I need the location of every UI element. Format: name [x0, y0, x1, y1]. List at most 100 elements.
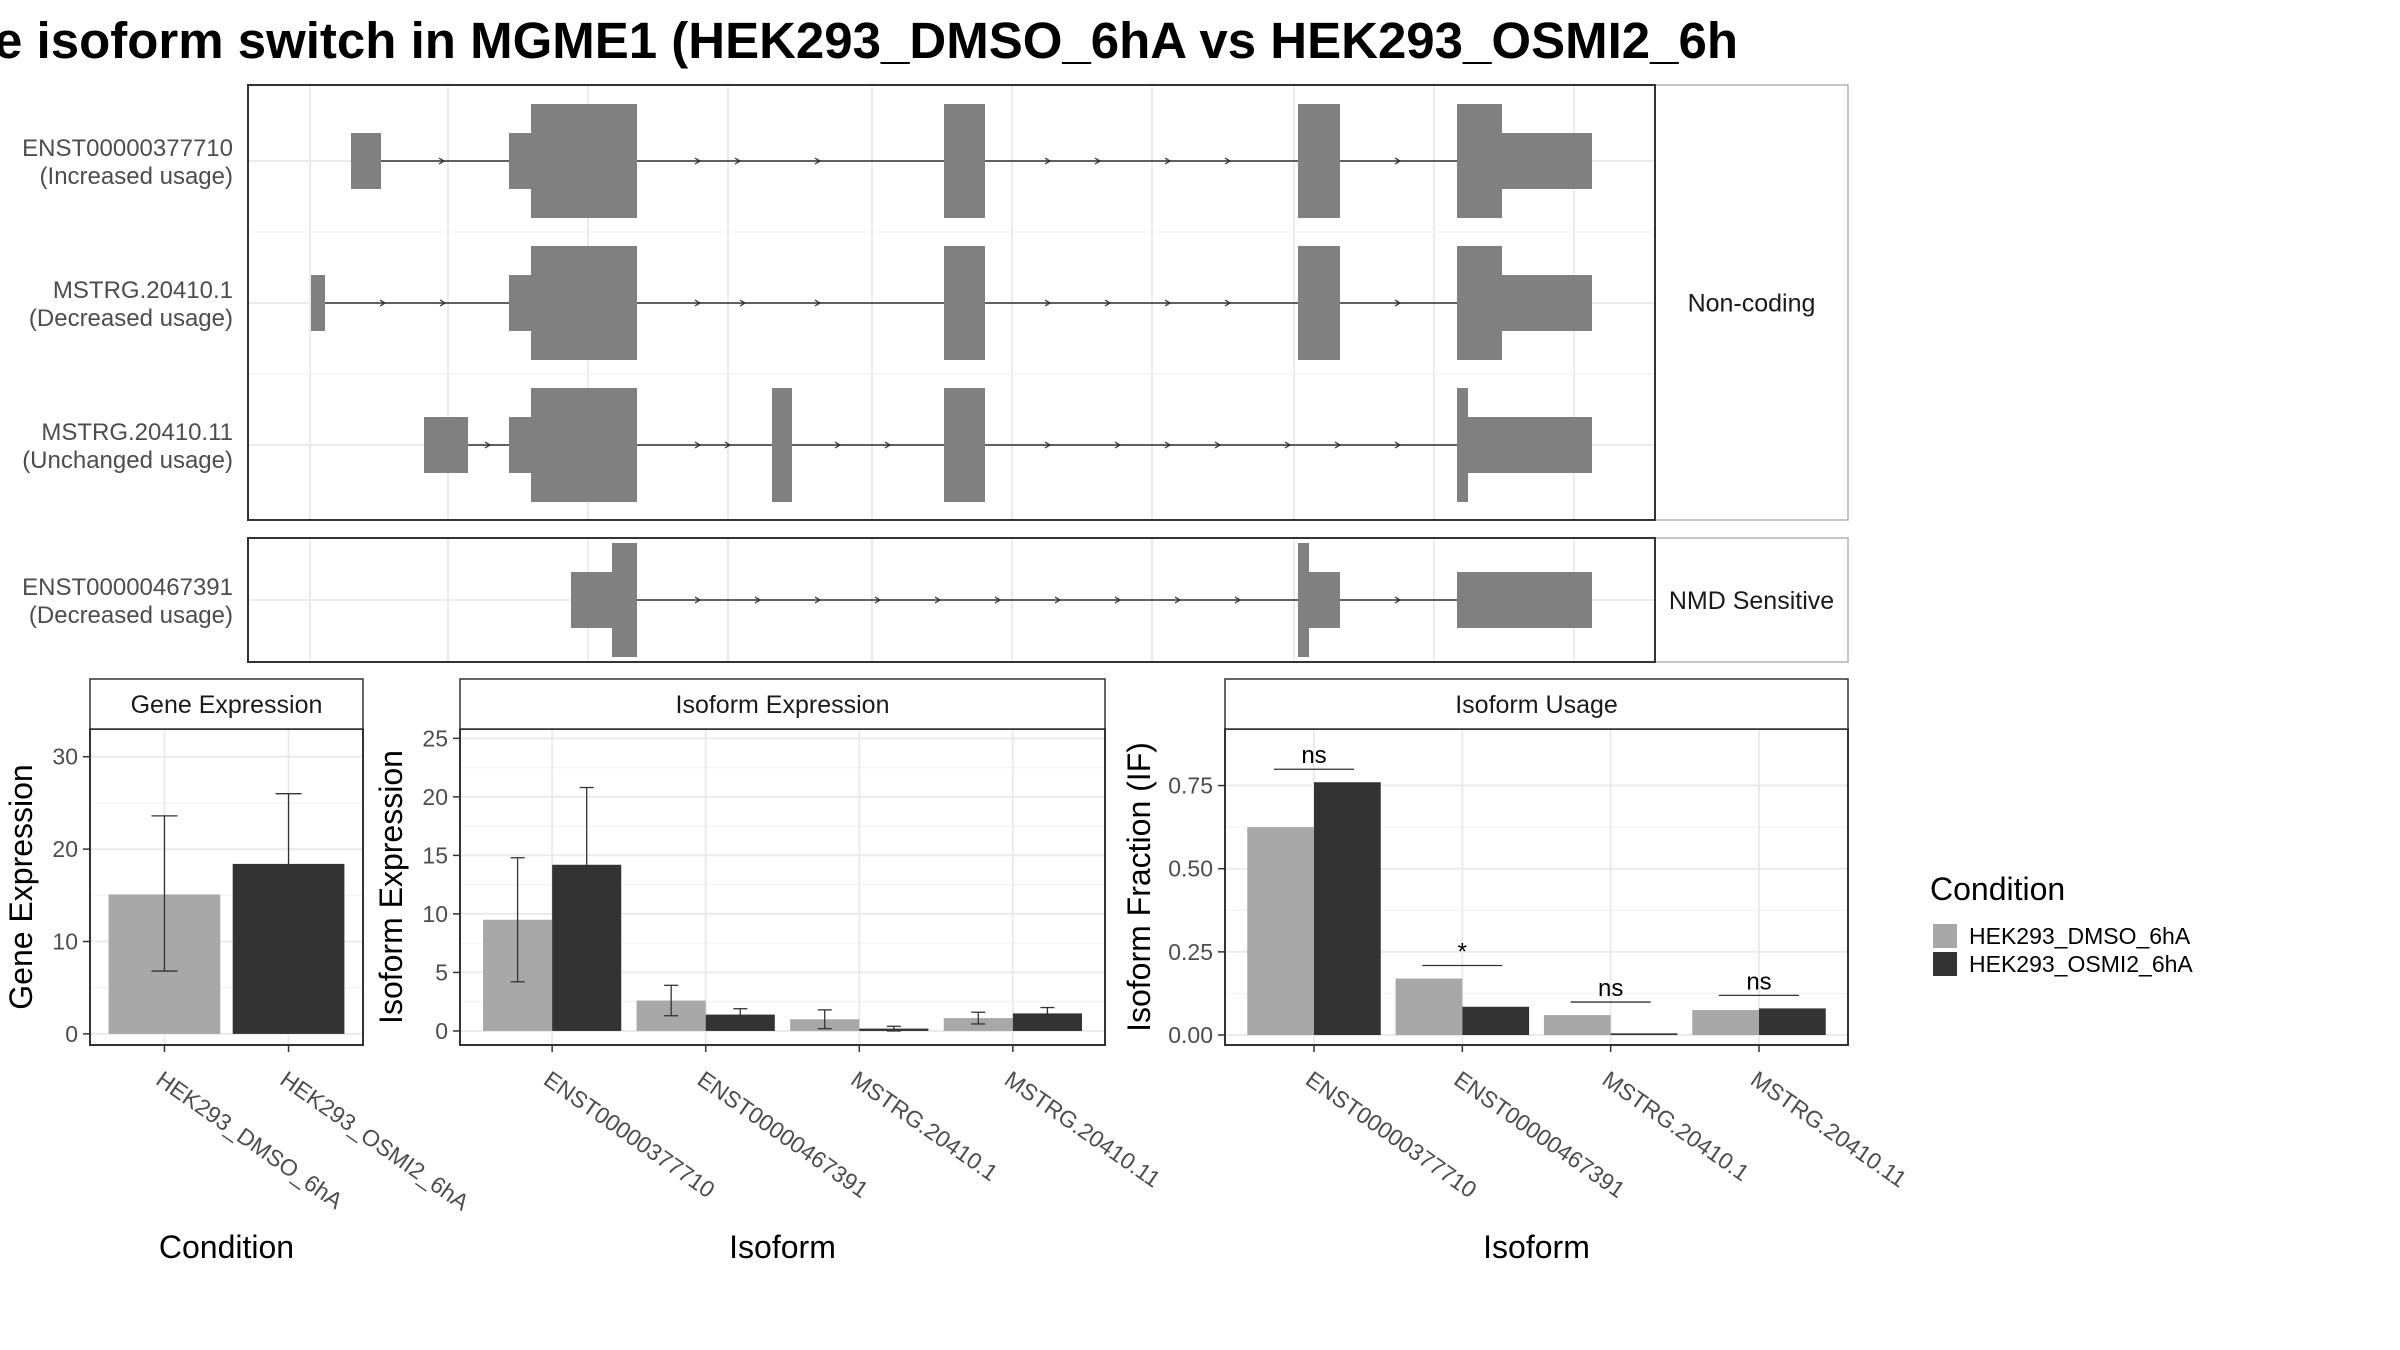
exon-block [1457, 572, 1592, 628]
intron-arrow [1224, 157, 1232, 165]
intron-arrow [694, 596, 702, 604]
transcript-name-label: ENST00000467391 [22, 574, 233, 601]
x-axis-title: Isoform [729, 1229, 836, 1265]
intron-arrow [1164, 157, 1172, 165]
intron-arrow [439, 299, 447, 307]
y-tick-label: 10 [52, 929, 78, 955]
x-tick-label: MSTRG.20410.1 [846, 1066, 1002, 1186]
panel-strip [1224, 678, 1849, 730]
intron-arrow [1334, 441, 1342, 449]
intron-arrow [1394, 157, 1402, 165]
y-tick-label: 0 [65, 1021, 78, 1047]
y-tick-label: 25 [422, 725, 448, 751]
group-strip-label: Non-coding [1688, 290, 1816, 318]
intron-arrow [1114, 596, 1122, 604]
exon-block [1457, 388, 1468, 502]
intron-arrow [1224, 299, 1232, 307]
transcript-2: MSTRG.20410.1(Decreased usage) [29, 246, 1592, 360]
exon-block [509, 275, 531, 331]
panel-strip [459, 678, 1106, 730]
exon-block [1502, 275, 1592, 331]
intron-arrow [734, 157, 742, 165]
significance-label: ns [1746, 968, 1771, 995]
exon-block [1457, 104, 1502, 218]
group-strip [1654, 537, 1849, 663]
exon-block [531, 246, 637, 360]
exon-block [571, 572, 612, 628]
exon-block [772, 388, 792, 502]
transcript-name-label: ENST00000377710 [22, 135, 233, 162]
exon-block [944, 388, 985, 502]
intron-arrow [739, 299, 747, 307]
intron-arrow [1114, 441, 1122, 449]
exon-block [1298, 104, 1340, 218]
intron-arrow [884, 441, 892, 449]
y-tick-label: 0.25 [1168, 939, 1213, 965]
transcript-status-label: (Unchanged usage) [22, 447, 233, 474]
significance-label: * [1458, 938, 1467, 965]
figure-title: e isoform switch in MGME1 (HEK293_DMSO_6… [0, 12, 1738, 69]
bar [1692, 1010, 1759, 1036]
y-tick-label: 0.50 [1168, 856, 1213, 882]
exon-block [1468, 417, 1592, 473]
intron-arrow [1164, 441, 1172, 449]
legend-title: Condition [1930, 871, 2065, 907]
x-axis-title: Isoform [1483, 1229, 1590, 1265]
exon-block [351, 133, 381, 189]
intron-arrow [1044, 441, 1052, 449]
intron-arrow [1214, 441, 1222, 449]
exon-block [944, 246, 985, 360]
transcript-status-label: (Decreased usage) [29, 602, 233, 629]
panel-strip-title: Isoform Usage [1455, 691, 1618, 719]
y-axis-title: Isoform Fraction (IF) [1121, 742, 1157, 1032]
structure-panel-border [247, 84, 1656, 521]
transcript-structure-panel: Non-coding NMD Sensitive ENST00000377710(I… [22, 84, 1849, 663]
intron-arrow [934, 596, 942, 604]
intron-arrow [834, 441, 842, 449]
intron-arrow [994, 596, 1002, 604]
y-tick-label: 0 [435, 1018, 448, 1044]
intron-arrow [1394, 299, 1402, 307]
y-tick-label: 30 [52, 744, 78, 770]
significance-label: ns [1301, 742, 1326, 769]
significance-label: ns [1598, 975, 1623, 1002]
bar [1759, 1008, 1826, 1036]
structure-panel-border [247, 537, 1656, 663]
transcript-name-label: MSTRG.20410.1 [53, 277, 233, 304]
transcript-status-label: (Decreased usage) [29, 305, 233, 332]
intron-arrow [814, 157, 822, 165]
transcript-1: ENST00000377710(Increased usage) [22, 104, 1592, 218]
group-strip [1654, 84, 1849, 521]
exon-block [944, 104, 985, 218]
panel-strip-title: Isoform Expression [676, 691, 890, 719]
exon-block [1298, 543, 1309, 657]
intron-arrow [1234, 596, 1242, 604]
intron-arrow [694, 441, 702, 449]
x-tick-label: MSTRG.20410.1 [1598, 1066, 1754, 1186]
y-tick-label: 20 [52, 836, 78, 862]
exon-block [1309, 572, 1340, 628]
panel-strip [89, 678, 364, 730]
y-tick-label: 10 [422, 901, 448, 927]
intron-arrow [694, 299, 702, 307]
bar [1462, 1006, 1530, 1036]
exon-block [531, 104, 637, 218]
exon-block [509, 417, 531, 473]
transcript-status-label: (Increased usage) [40, 163, 233, 190]
x-tick-label: MSTRG.20410.11 [1000, 1066, 1165, 1193]
intron-arrow [1044, 299, 1052, 307]
bar [1012, 1013, 1082, 1031]
x-tick-label: MSTRG.20410.11 [1746, 1066, 1911, 1193]
y-tick-label: 0.00 [1168, 1022, 1213, 1048]
transcript-4: ENST00000467391(Decreased usage) [22, 543, 1592, 657]
intron-arrow [438, 157, 446, 165]
intron-arrow [1174, 596, 1182, 604]
expression-panels: Gene Expression0102030HEK293_DMSO_6hAHEK… [3, 678, 1912, 1265]
intron-arrow [379, 299, 387, 307]
intron-arrow [484, 441, 492, 449]
exon-block [531, 388, 637, 502]
transcript-3: MSTRG.20410.11(Unchanged usage) [22, 388, 1592, 502]
